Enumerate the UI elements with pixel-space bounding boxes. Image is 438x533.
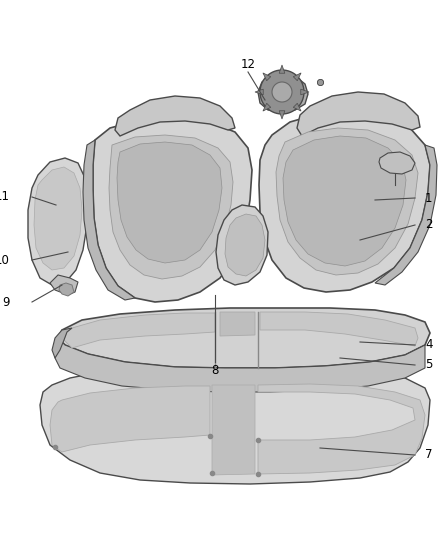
Polygon shape [379,152,415,174]
Polygon shape [28,158,88,285]
Polygon shape [301,89,309,95]
Polygon shape [83,140,135,300]
Polygon shape [293,73,301,80]
Polygon shape [263,103,271,111]
Polygon shape [279,111,285,119]
Text: 9: 9 [3,295,10,309]
Polygon shape [260,312,418,346]
Text: 5: 5 [425,359,432,372]
Polygon shape [260,70,304,114]
Polygon shape [52,328,72,358]
Polygon shape [375,145,437,285]
Polygon shape [220,312,255,336]
Polygon shape [276,128,418,275]
Text: 12: 12 [240,59,255,71]
Text: 7: 7 [425,448,432,462]
Text: 11: 11 [0,190,10,204]
Polygon shape [59,283,74,296]
Polygon shape [259,112,430,292]
Polygon shape [283,136,406,266]
Text: 2: 2 [425,219,432,231]
Polygon shape [216,205,268,285]
Polygon shape [55,338,425,392]
Polygon shape [58,308,430,368]
Text: 1: 1 [425,191,432,205]
Polygon shape [115,96,235,136]
Polygon shape [279,65,285,73]
Polygon shape [50,386,210,452]
Polygon shape [93,118,252,302]
Text: 4: 4 [425,338,432,351]
Text: 10: 10 [0,254,10,266]
Polygon shape [117,142,222,263]
Polygon shape [258,74,308,112]
Polygon shape [40,365,430,484]
Polygon shape [50,275,78,295]
Polygon shape [293,103,301,111]
Polygon shape [212,385,255,475]
Polygon shape [297,92,420,136]
Polygon shape [64,313,215,348]
Polygon shape [258,384,425,474]
Polygon shape [225,214,265,276]
Polygon shape [109,135,233,279]
Text: 8: 8 [211,364,219,376]
Circle shape [272,82,292,102]
Polygon shape [255,89,263,95]
Polygon shape [34,167,82,270]
Polygon shape [263,73,271,80]
